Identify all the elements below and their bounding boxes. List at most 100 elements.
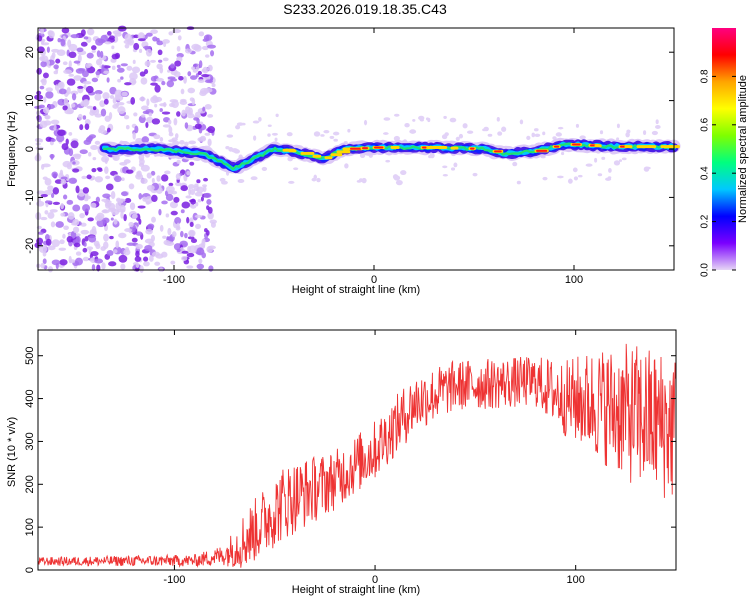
noise-point (135, 243, 143, 250)
noise-point (170, 78, 178, 82)
noise-point (115, 202, 122, 211)
noise-point (400, 170, 407, 176)
noise-point (161, 251, 168, 258)
noise-point (211, 83, 216, 88)
noise-point (607, 176, 612, 179)
noise-point (84, 236, 89, 242)
noise-point (132, 59, 136, 65)
noise-point (202, 66, 209, 74)
noise-point (151, 194, 158, 203)
noise-point (203, 177, 208, 182)
noise-point (145, 228, 153, 235)
spectrogram-marks (34, 25, 681, 273)
noise-point (113, 218, 118, 225)
noise-point (129, 202, 136, 210)
noise-point (159, 103, 167, 107)
noise-point (120, 211, 124, 219)
spectrogram-xtick-label: 0 (371, 274, 377, 286)
noise-point (146, 116, 154, 124)
noise-point (621, 157, 627, 161)
noise-point (70, 140, 79, 149)
noise-point (45, 238, 52, 246)
noise-point (110, 217, 114, 221)
noise-point (173, 117, 178, 126)
noise-point (313, 131, 321, 137)
noise-point (316, 177, 321, 183)
noise-point (90, 144, 99, 151)
noise-point (148, 112, 153, 117)
noise-point (200, 196, 204, 202)
noise-point (77, 54, 82, 63)
noise-point (172, 140, 180, 146)
noise-point (67, 39, 72, 48)
noise-point (208, 265, 214, 272)
noise-point (138, 218, 142, 225)
noise-point (175, 181, 182, 187)
noise-point (196, 179, 201, 184)
noise-point (37, 196, 41, 203)
noise-point (159, 224, 164, 232)
noise-point (86, 105, 94, 109)
noise-point (87, 217, 94, 222)
noise-point (103, 241, 109, 249)
noise-point (53, 70, 59, 75)
noise-point (94, 176, 104, 183)
noise-point (186, 113, 195, 119)
noise-point (206, 198, 212, 205)
noise-point (144, 245, 153, 252)
snr-ytick-label: 0 (24, 567, 36, 573)
noise-point (121, 177, 125, 182)
noise-point (161, 111, 171, 115)
noise-point (206, 205, 210, 211)
noise-point (575, 123, 580, 128)
noise-point (91, 77, 99, 83)
noise-point (186, 252, 195, 258)
noise-point (150, 59, 156, 63)
noise-point (63, 97, 69, 106)
noise-point (47, 245, 56, 251)
noise-point (204, 79, 213, 84)
colorbar-tick-label: 0.0 (700, 263, 711, 277)
noise-point (105, 175, 111, 180)
noise-point (142, 110, 150, 115)
noise-point (187, 87, 196, 94)
noise-point (100, 129, 108, 135)
noise-point (57, 82, 64, 88)
noise-point (323, 130, 330, 134)
noise-point (84, 197, 89, 202)
noise-point (179, 100, 188, 105)
noise-point (183, 76, 187, 84)
noise-point (120, 263, 126, 270)
noise-point (62, 105, 68, 111)
noise-point (175, 173, 181, 180)
noise-point (63, 194, 68, 200)
noise-point (101, 155, 110, 163)
noise-point (41, 55, 49, 62)
noise-point (496, 116, 500, 122)
noise-point (106, 250, 114, 257)
noise-point (64, 109, 74, 115)
noise-point (204, 132, 211, 136)
noise-point (195, 223, 202, 230)
noise-point (111, 65, 116, 71)
noise-point (51, 171, 58, 178)
noise-point (87, 135, 94, 141)
noise-point (80, 229, 90, 235)
noise-point (70, 90, 79, 96)
noise-point (184, 122, 189, 129)
noise-point (58, 247, 67, 251)
noise-point (116, 102, 125, 106)
noise-point (51, 239, 60, 247)
noise-point (162, 57, 169, 62)
noise-point (512, 161, 518, 167)
snr-ylabel: SNR (10 * v/v) (6, 417, 18, 487)
noise-point (167, 227, 172, 236)
noise-point (195, 201, 199, 207)
noise-point (427, 117, 431, 123)
noise-point (347, 128, 351, 133)
noise-point (462, 123, 468, 129)
noise-point (207, 44, 216, 49)
colorbar-label: Normalized spectral amplitude (737, 75, 749, 223)
noise-point (189, 161, 195, 166)
noise-point (146, 98, 150, 107)
